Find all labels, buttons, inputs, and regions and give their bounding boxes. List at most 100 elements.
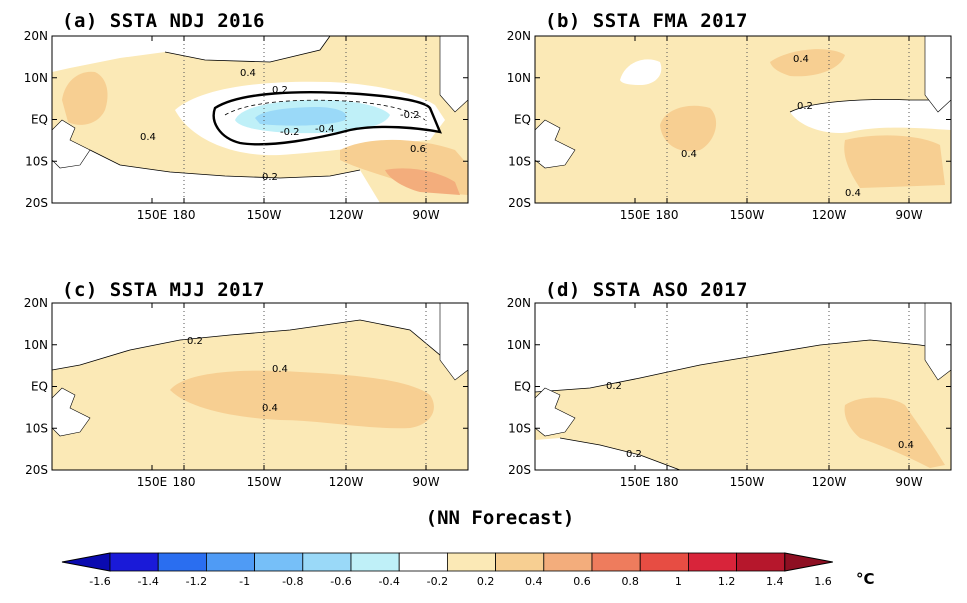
panel-a-land-west	[52, 119, 91, 169]
contour-label: 0.2	[262, 172, 278, 183]
panel-c-land-west	[52, 387, 91, 437]
panel-d-land-west	[535, 387, 576, 437]
lat-tick-label: 20N	[24, 296, 48, 310]
panel-b-title: (b) SSTA FMA 2017	[545, 10, 748, 32]
colorbar-label: -1	[239, 575, 250, 588]
panel-b-near-zero-region	[790, 99, 951, 134]
contour-label: 0.4	[240, 68, 256, 79]
lat-tick-label: 20S	[25, 196, 48, 210]
panel-a: (a) SSTA NDJ 2016	[51, 10, 469, 204]
contour-label: 0.4	[140, 132, 156, 143]
contour-label: -0.2	[280, 127, 300, 138]
lon-tick-label: 150W	[730, 475, 765, 489]
colorbar-segment	[398, 552, 448, 572]
lon-tick-label: 120W	[812, 475, 847, 489]
contour-label: 0.4	[898, 440, 914, 451]
contour-label: -0.2	[400, 110, 420, 121]
panel-a-title: (a) SSTA NDJ 2016	[62, 10, 265, 32]
lat-tick-label: 10S	[508, 421, 531, 435]
colorbar-label: -0.6	[330, 575, 351, 588]
contour-label: 0.4	[681, 149, 697, 160]
lon-tick-label: 180	[173, 475, 196, 489]
panel-d-contour-north	[535, 339, 951, 393]
panel-d-contour-labels: 0.2 0.2 0.4	[606, 381, 914, 460]
lat-tick-label: 10N	[507, 71, 531, 85]
panel-d-weak-south	[535, 438, 680, 470]
panel-a-cold-core	[255, 107, 347, 126]
panel-b-land-east	[924, 36, 951, 113]
contour-label: 0.4	[845, 188, 861, 199]
panel-a-neg-contour	[224, 99, 426, 121]
panel-b-land-west	[535, 119, 576, 169]
contour-label: 0.2	[187, 336, 203, 347]
lat-tick-label: 20S	[508, 196, 531, 210]
colorbar-label: 0.2	[477, 575, 495, 588]
lat-tick-label: 20S	[25, 463, 48, 477]
colorbar-segment	[591, 552, 641, 572]
panel-c-contour	[52, 319, 468, 371]
lon-tick-label: 150W	[247, 208, 282, 222]
panel-b-warm-north	[770, 49, 845, 77]
lat-tick-label: EQ	[514, 380, 531, 394]
colorbar-label: -1.6	[89, 575, 110, 588]
panel-d-land-east	[924, 303, 951, 381]
colorbar-segment	[205, 552, 255, 572]
colorbar-segment	[495, 552, 545, 572]
lat-tick-label: EQ	[31, 113, 48, 127]
colorbar-segment	[446, 552, 496, 572]
contour-label: 0.4	[272, 364, 288, 375]
panel-d-title: (d) SSTA ASO 2017	[545, 279, 748, 301]
contour-label: 0.2	[626, 449, 642, 460]
lon-tick-label: 120W	[329, 208, 364, 222]
lat-tick-label: 10N	[24, 338, 48, 352]
colorbar: -1.6 -1.4 -1.2 -1 -0.8 -0.6 -0.4 -0.2 0.2 0.4 0.6 0…	[61, 552, 833, 588]
lat-tick-label: 20N	[507, 29, 531, 43]
lat-tick-label: EQ	[31, 380, 48, 394]
lon-tick-label: 150E	[620, 475, 651, 489]
colorbar-segment	[109, 552, 159, 572]
panel-a-map	[52, 36, 468, 203]
colorbar-unit: °C	[856, 570, 875, 588]
lon-tick-label: 120W	[812, 208, 847, 222]
lon-tick-label: 120W	[329, 475, 364, 489]
panel-a-weak-south	[52, 150, 380, 203]
lat-tick-label: 20S	[508, 463, 531, 477]
panel-c: (c) SSTA MJJ 2017 0.2 0.4 0.4	[51, 279, 469, 471]
lat-tick-label: 10S	[508, 154, 531, 168]
panel-a-warm-core	[385, 168, 460, 195]
lon-tick-label: 150E	[620, 208, 651, 222]
lat-tick-label: 20N	[24, 29, 48, 43]
lon-tick-label: 150E	[137, 208, 168, 222]
lon-tick-label: 180	[656, 208, 679, 222]
panel-c-warm-equatorial	[170, 370, 434, 429]
panel-b-warm-southeast	[844, 135, 945, 188]
panel-d-contour-south	[559, 437, 681, 470]
colorbar-segment	[639, 552, 689, 572]
contour-label: 0.6	[410, 144, 426, 155]
colorbar-label: 0.4	[525, 575, 543, 588]
lon-tick-label: 90W	[895, 475, 922, 489]
colorbar-label: -1.4	[137, 575, 158, 588]
panel-a-weak-north	[52, 36, 330, 72]
colorbar-segment	[736, 552, 786, 572]
colorbar-label: 0.8	[621, 575, 639, 588]
contour-label: 0.2	[606, 381, 622, 392]
panel-c-land-east	[439, 303, 468, 381]
lon-tick-label: 90W	[412, 208, 439, 222]
lat-tick-label: 10S	[25, 421, 48, 435]
colorbar-label: 1.4	[766, 575, 784, 588]
panel-b-weak-north	[620, 59, 662, 85]
panel-b-warm-center	[660, 105, 717, 152]
panel-c-map	[52, 303, 468, 470]
panel-c-weak-north	[52, 303, 468, 370]
lon-tick-label: 90W	[895, 208, 922, 222]
contour-label: 0.4	[793, 54, 809, 65]
colorbar-segment	[302, 552, 352, 572]
panel-a-zero-contour	[212, 91, 442, 146]
colorbar-label: 1.6	[814, 575, 832, 588]
colorbar-max-arrow	[784, 552, 833, 572]
lon-tick-label: 150W	[247, 475, 282, 489]
axis-ticks: 20N 10N EQ 10S 20S 150E 180 150W 120W 90W 20N 10N EQ…	[24, 29, 951, 489]
colorbar-label: 1	[675, 575, 682, 588]
panel-d-map	[535, 303, 951, 470]
